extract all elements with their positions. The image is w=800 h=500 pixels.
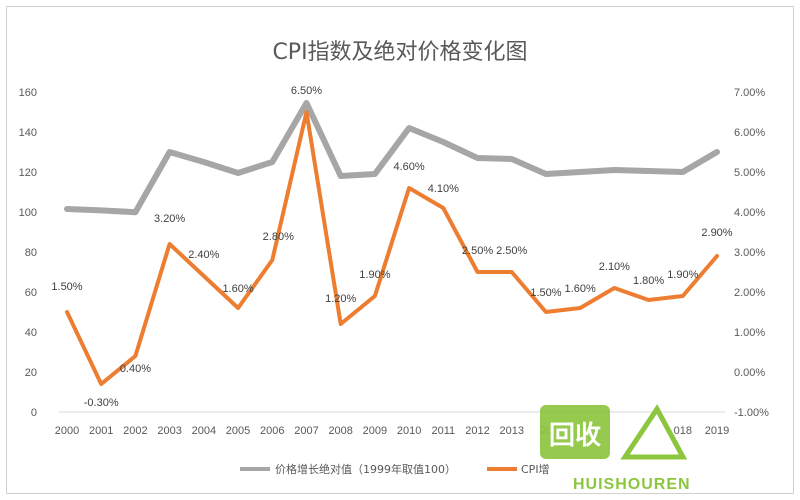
- cpi-data-label: -0.30%: [84, 397, 119, 409]
- cpi-data-label: 3.20%: [154, 213, 185, 225]
- right-tick-label: 0.00%: [734, 367, 765, 379]
- x-tick-label: 2003: [157, 425, 181, 437]
- x-tick-label: 2000: [55, 425, 79, 437]
- left-axis: 0 20 40 60 80 100 120 140 160: [19, 87, 37, 419]
- cpi-data-label: 1.20%: [325, 293, 356, 305]
- cpi-data-label: 2.90%: [701, 227, 732, 239]
- x-tick-label: 2004: [192, 425, 216, 437]
- cpi-data-label: 2.50%: [462, 245, 493, 257]
- watermark-badge: [540, 405, 610, 459]
- watermark-icon-text: 回收: [549, 420, 601, 450]
- legend-label-price: 价格增长绝对值（1999年取值100）: [275, 462, 456, 476]
- cpi-data-label: 1.60%: [222, 283, 253, 295]
- cpi-data-label: 1.60%: [565, 283, 596, 295]
- x-tick-label: 2007: [294, 425, 318, 437]
- series-line-cpi: [65, 110, 719, 386]
- cpi-data-label: 6.50%: [291, 85, 322, 97]
- x-tick-label: 2009: [363, 425, 387, 437]
- cpi-data-label: 2.50%: [496, 245, 527, 257]
- left-tick-label: 120: [19, 167, 37, 179]
- chart-frame: CPI指数及绝对价格变化图 0 20 40 60 80 100 120 140 160 -1.0…: [6, 6, 794, 494]
- cpi-data-label: 0.40%: [120, 363, 151, 375]
- legend-label-cpi: CPI增: [521, 462, 550, 476]
- cpi-data-label: 1.50%: [51, 281, 82, 293]
- x-tick-label: 2012: [465, 425, 489, 437]
- left-tick-label: 100: [19, 207, 37, 219]
- cpi-data-label: 1.50%: [530, 287, 561, 299]
- x-tick-label: 2006: [260, 425, 284, 437]
- cpi-data-label: 4.10%: [428, 183, 459, 195]
- right-tick-label: 4.00%: [734, 207, 765, 219]
- x-tick-label: 2001: [89, 425, 113, 437]
- x-tick-label: 2019: [705, 425, 729, 437]
- right-tick-label: -1.00%: [734, 407, 769, 419]
- x-tick-label: 2013: [499, 425, 523, 437]
- right-tick-label: 6.00%: [734, 127, 765, 139]
- left-tick-label: 0: [31, 407, 37, 419]
- x-tick-label: 2002: [123, 425, 147, 437]
- x-axis: 2000 2001 2002 2003 2004 2005 2006 2007 2008 2009…: [55, 411, 729, 437]
- cpi-chart: CPI指数及绝对价格变化图 0 20 40 60 80 100 120 140 160 -1.0…: [19, 40, 769, 493]
- x-tick-label: 2008: [328, 425, 352, 437]
- cpi-data-label: 4.60%: [394, 161, 425, 173]
- series-line-price: [64, 100, 720, 216]
- left-tick-label: 80: [25, 247, 37, 259]
- x-tick-label: 018: [674, 425, 692, 437]
- right-tick-label: 3.00%: [734, 247, 765, 259]
- chart-title: CPI指数及绝对价格变化图: [272, 40, 527, 65]
- x-tick-label: 2010: [397, 425, 421, 437]
- right-tick-label: 1.00%: [734, 327, 765, 339]
- right-tick-label: 7.00%: [734, 87, 765, 99]
- left-tick-label: 160: [19, 87, 37, 99]
- left-tick-label: 40: [25, 327, 37, 339]
- left-tick-label: 20: [25, 367, 37, 379]
- cpi-data-label: 1.90%: [667, 269, 698, 281]
- right-axis: -1.00% 0.00% 1.00% 2.00% 3.00% 4.00% 5.00% 6.00…: [734, 87, 769, 419]
- x-tick-label: 2011: [431, 425, 455, 437]
- cpi-data-label: 1.80%: [633, 275, 664, 287]
- right-tick-label: 5.00%: [734, 167, 765, 179]
- cpi-data-label: 1.90%: [359, 269, 390, 281]
- cpi-data-label: 2.80%: [263, 231, 294, 243]
- legend: 价格增长绝对值（1999年取值100） CPI增: [240, 462, 550, 476]
- cpi-data-label: 2.10%: [599, 261, 630, 273]
- watermark-logo: 回收 HUISHOUREN: [540, 404, 691, 493]
- left-tick-label: 60: [25, 287, 37, 299]
- x-tick-label: 2005: [226, 425, 250, 437]
- series-layer: [64, 100, 720, 386]
- data-labels: 1.50% -0.30% 0.40% 3.20% 2.40% 1.60% 2.80% 6.50…: [51, 85, 732, 409]
- right-tick-label: 2.00%: [734, 287, 765, 299]
- watermark-triangle-icon: [620, 404, 688, 460]
- left-tick-label: 140: [19, 127, 37, 139]
- watermark-text: HUISHOUREN: [573, 476, 691, 493]
- cpi-data-label: 2.40%: [188, 249, 219, 261]
